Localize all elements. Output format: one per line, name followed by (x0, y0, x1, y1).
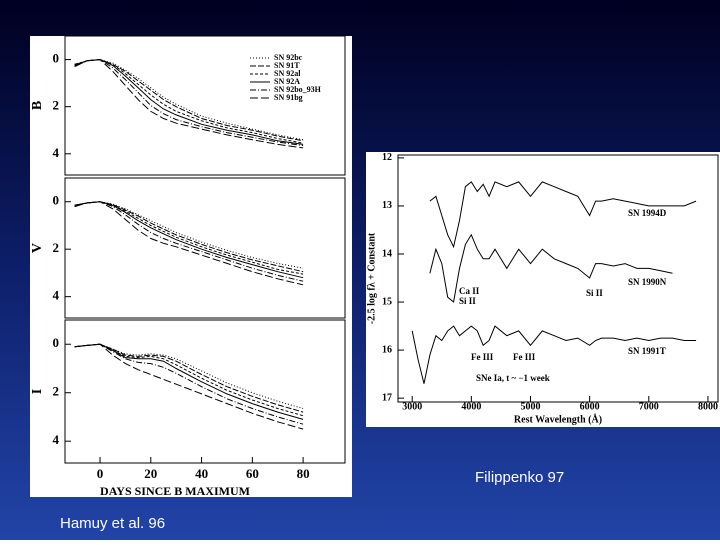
y-tick-label: 0 (53, 51, 60, 66)
x-tick-label: 5000 (520, 401, 540, 412)
annotation: Si II (586, 288, 603, 298)
figure-right (366, 152, 720, 427)
series-line (74, 201, 304, 279)
annotation: Fe III (471, 352, 494, 362)
y-tick-label: 0 (53, 193, 60, 208)
legend-label: SN 91T (274, 61, 300, 70)
y-axis-label: -2.5 log fλ + Constant (366, 232, 377, 324)
x-tick-label: 7000 (639, 401, 659, 412)
y-tick-label: 2 (53, 384, 60, 399)
y-tick-label: 12 (382, 152, 392, 163)
x-axis-label: DAYS SINCE B MAXIMUM (100, 484, 250, 498)
annotation: Fe III (513, 352, 536, 362)
annotation: SN 1990N (628, 277, 667, 287)
legend-label: SN 92A (274, 77, 300, 86)
x-tick-label: 80 (297, 466, 310, 481)
series-line (74, 201, 304, 282)
series-line (74, 343, 304, 430)
y-tick-label: 17 (382, 392, 392, 403)
legend-label: SN 91bg (274, 93, 303, 102)
y-axis-label: V (30, 243, 45, 253)
series-line (429, 181, 697, 249)
plot-frame (397, 154, 719, 403)
y-tick-label: 2 (53, 98, 60, 113)
y-tick-label: 0 (53, 335, 60, 350)
series-line (74, 59, 304, 149)
figure-left (30, 36, 352, 497)
series-line (74, 59, 304, 144)
annotation: Si II (459, 296, 476, 306)
annotation: SN 1994D (628, 208, 667, 218)
x-tick-label: 4000 (461, 401, 481, 412)
y-tick-label: 16 (382, 344, 392, 355)
y-tick-label: 2 (53, 240, 60, 255)
x-tick-label: 40 (195, 466, 208, 481)
legend-label: SN 92bc (274, 53, 303, 62)
y-axis-label: B (30, 101, 45, 110)
y-tick-label: 4 (53, 432, 60, 447)
series-line (74, 59, 304, 145)
series-line (429, 233, 673, 303)
plot-frame (64, 35, 346, 176)
y-tick-label: 14 (382, 248, 392, 259)
x-tick-label: 8000 (698, 401, 718, 412)
caption: Filippenko 97 (475, 469, 564, 486)
annotation: SN 1991T (628, 346, 666, 356)
y-tick-label: 4 (53, 145, 60, 160)
y-tick-label: 4 (53, 288, 60, 303)
x-axis-label: Rest Wavelength (Å) (514, 413, 602, 425)
x-tick-label: 20 (144, 466, 157, 481)
y-tick-label: 15 (382, 296, 392, 307)
legend-label: SN 92bo_93H (274, 85, 322, 94)
series-line (74, 201, 304, 286)
y-axis-label: I (30, 389, 45, 394)
series-line (411, 325, 697, 384)
y-tick-label: 13 (382, 200, 392, 211)
legend-label: SN 92al (274, 69, 301, 78)
annotation: Ca II (459, 286, 480, 296)
plot-frame (64, 319, 346, 464)
x-tick-label: 0 (97, 466, 104, 481)
x-tick-label: 60 (246, 466, 259, 481)
series-line (74, 59, 304, 147)
plot-frame (64, 177, 346, 319)
x-tick-label: 6000 (580, 401, 600, 412)
annotation: SNe Ia, t ~ −1 week (476, 373, 550, 383)
x-tick-label: 3000 (402, 401, 422, 412)
caption: Hamuy et al. 96 (60, 515, 165, 532)
